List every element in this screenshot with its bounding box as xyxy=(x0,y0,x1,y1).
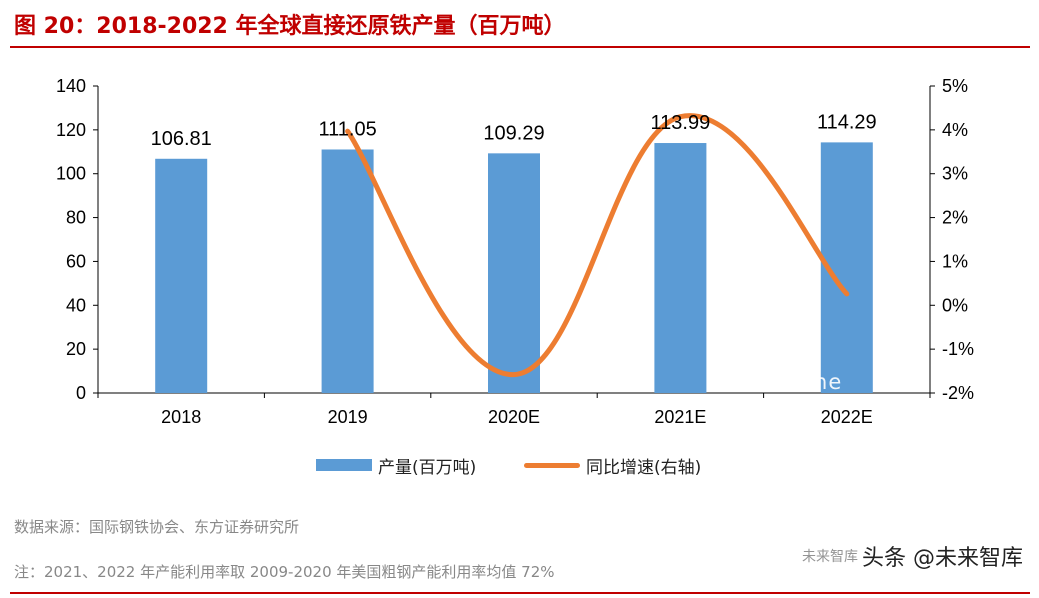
y-left-tick-label: 60 xyxy=(66,251,86,271)
data-label-2021E: 113.99 xyxy=(651,112,711,134)
y-left-tick-label: 40 xyxy=(66,295,86,315)
data-label-2018: 106.81 xyxy=(151,128,212,150)
legend-item-bar: 产量(百万吨) xyxy=(316,452,476,478)
y-right-tick-label: 5% xyxy=(942,76,968,96)
y-left-tick-label: 0 xyxy=(76,383,86,403)
y-right-tick-label: -1% xyxy=(942,339,974,359)
x-tick-label: 2019 xyxy=(328,407,368,427)
legend-label-bar: 产量(百万吨) xyxy=(378,457,477,478)
y-left-tick-label: 80 xyxy=(66,208,86,228)
legend-label-line: 同比增速(右轴) xyxy=(586,457,702,478)
growth-line xyxy=(345,113,850,378)
watermark-text: 头条 @未来智库 xyxy=(862,546,1023,571)
y-left-tick-label: 100 xyxy=(56,164,86,184)
bar-2020E xyxy=(488,153,540,393)
legend-item-line: 同比增速(右轴) xyxy=(524,452,701,478)
watermark-url: ...om.ne xyxy=(748,370,843,394)
x-tick-label: 2018 xyxy=(161,407,201,427)
title-divider xyxy=(10,46,1030,48)
bar-2018 xyxy=(155,158,208,393)
data-label-2019: 111.05 xyxy=(318,118,376,140)
legend-swatch-bar xyxy=(316,459,372,471)
note-text: 注：2021、2022 年产能利用率取 2009-2020 年美国粗钢产能利用率… xyxy=(14,563,555,581)
bar-2021E xyxy=(654,143,707,393)
legend-swatch-line xyxy=(524,462,580,468)
y-right-tick-label: 1% xyxy=(942,251,968,271)
source-text: 数据来源：国际钢铁协会、东方证券研究所 xyxy=(14,518,300,536)
chart-title: 图 20：2018-2022 年全球直接还原铁产量（百万吨） xyxy=(14,14,566,39)
y-right-tick-label: -2% xyxy=(942,383,974,403)
x-tick-label: 2022E xyxy=(821,407,873,427)
y-left-tick-label: 20 xyxy=(66,339,86,359)
bar-2019 xyxy=(321,149,374,393)
x-tick-label: 2021E xyxy=(654,407,706,427)
y-left-tick-label: 120 xyxy=(56,120,86,140)
bottom-divider xyxy=(10,592,1030,594)
watermark-faint-text: 未来智库 xyxy=(802,549,858,565)
data-label-2020E: 109.29 xyxy=(483,122,544,144)
x-tick-label: 2020E xyxy=(488,407,540,427)
watermark-badge: 未来智库 头条 @未来智库 xyxy=(802,540,1023,572)
y-right-tick-label: 3% xyxy=(942,164,968,184)
y-left-tick-label: 140 xyxy=(56,76,86,96)
y-right-tick-label: 4% xyxy=(942,120,968,140)
data-label-2022E: 114.29 xyxy=(817,111,877,133)
y-right-tick-label: 0% xyxy=(942,295,968,315)
y-right-tick-label: 2% xyxy=(942,208,968,228)
